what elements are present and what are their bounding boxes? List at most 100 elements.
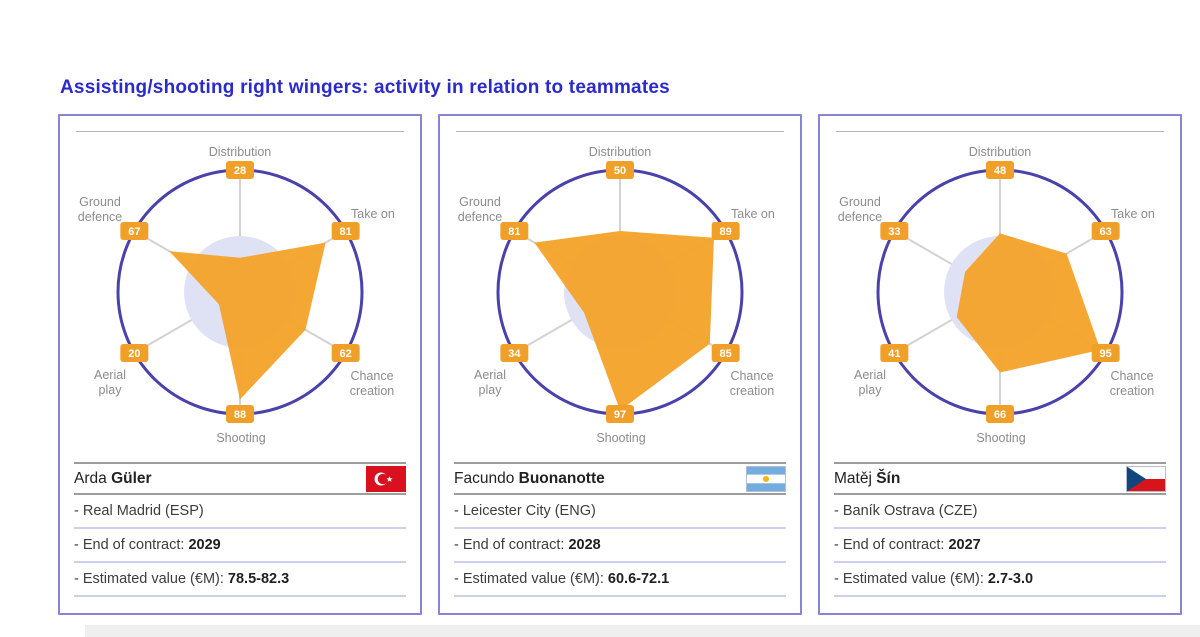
player-name: Arda Güler [74,470,152,488]
axis-value-badge: 63 [1091,222,1120,240]
player-card: 28 81 62 88 20 67 Distribution Take on Chance cre… [58,114,422,615]
value-range: 78.5-82.3 [227,571,290,587]
svg-text:41: 41 [888,348,900,360]
axis-value-badge: 20 [120,344,149,362]
value-label: - Estimated value (€M): [74,571,228,587]
svg-text:88: 88 [234,409,246,421]
axis-value-badge: 89 [711,222,740,240]
radar-chart: 48 63 95 66 41 33 Distribution Take on Chance cre… [820,130,1180,470]
svg-text:89: 89 [720,226,732,238]
player-contract-row: - End of contract: 2027 [834,529,1166,563]
player-club: - Baník Ostrava (CZE) [834,503,978,519]
axis-label: Distribution [589,145,652,159]
card-top-divider [836,131,1164,132]
card-top-divider [76,131,404,132]
player-contract-row: - End of contract: 2028 [454,529,786,563]
axis-value-badge: 81 [500,222,529,240]
value-label: - Estimated value (€M): [834,571,988,587]
svg-text:63: 63 [1100,226,1112,238]
axis-label: Take on [731,207,775,221]
argentina-flag [746,465,786,492]
turkey-flag [366,465,406,492]
player-last-name: Buonanotte [518,469,605,487]
player-name-row: Arda Güler [74,462,406,495]
axis-label: Chance creation [730,369,775,398]
axis-label: Distribution [969,145,1032,159]
player-club: - Real Madrid (ESP) [74,503,204,519]
player-first-name: Facundo [454,469,515,487]
axis-value-badge: 34 [500,344,529,362]
axis-value-badge: 48 [986,161,1014,179]
axis-value-badge: 41 [880,344,909,362]
axis-label: Distribution [209,145,272,159]
svg-text:62: 62 [340,348,352,360]
player-club-row: - Baník Ostrava (CZE) [834,495,1166,529]
contract-year: 2027 [948,537,981,553]
svg-text:33: 33 [888,226,900,238]
axis-label: Chance creation [350,369,395,398]
contract-label: - End of contract: [834,537,949,553]
svg-text:50: 50 [614,165,626,177]
axis-value-badge: 28 [226,161,254,179]
svg-text:28: 28 [234,165,246,177]
player-club-row: - Leicester City (ENG) [454,495,786,529]
value-range: 2.7-3.0 [987,571,1034,587]
axis-value-badge: 50 [606,161,634,179]
player-info-table: Arda Güler - Real Madrid (ESP) - End of … [74,462,406,597]
axis-label: Aerial play [94,368,126,397]
axis-label: Shooting [216,431,265,445]
player-first-name: Arda [74,469,107,487]
axis-value-badge: 97 [606,405,634,423]
player-info-table: Facundo Buonanotte - Leicester City (ENG… [454,462,786,597]
player-last-name: Šín [876,469,901,487]
player-club-row: - Real Madrid (ESP) [74,495,406,529]
axis-label: Take on [351,207,395,221]
player-value-row: - Estimated value (€M): 78.5-82.3 [74,563,406,597]
radar-chart: 50 89 85 97 34 81 Distribution Take on Chance cre… [440,130,800,470]
axis-label: Ground defence [838,195,883,224]
player-first-name: Matěj [834,469,872,487]
axis-value-badge: 95 [1091,344,1120,362]
axis-label: Aerial play [854,368,886,397]
svg-text:81: 81 [340,226,352,238]
player-name: Facundo Buonanotte [454,470,605,488]
player-contract-row: - End of contract: 2029 [74,529,406,563]
axis-value-badge: 66 [986,405,1014,423]
axis-value-badge: 81 [331,222,360,240]
axis-label: Take on [1111,207,1155,221]
player-name-row: Matěj Šín [834,462,1166,495]
axis-value-badge: 88 [226,405,254,423]
svg-text:67: 67 [128,226,140,238]
axis-label: Shooting [976,431,1025,445]
svg-text:48: 48 [994,165,1006,177]
axis-label: Chance creation [1110,369,1155,398]
axis-value-badge: 85 [711,344,740,362]
axis-label: Aerial play [474,368,506,397]
player-info-table: Matěj Šín - Baník Ostrava (CZE) - End of… [834,462,1166,597]
player-value-row: - Estimated value (€M): 2.7-3.0 [834,563,1166,597]
axis-label: Ground defence [78,195,123,224]
player-name: Matěj Šín [834,470,900,488]
contract-year: 2029 [188,537,221,553]
svg-text:85: 85 [720,348,732,360]
svg-text:20: 20 [128,348,140,360]
player-card: 48 63 95 66 41 33 Distribution Take on Chance cre… [818,114,1182,615]
axis-value-badge: 67 [120,222,149,240]
contract-label: - End of contract: [454,537,569,553]
svg-text:81: 81 [508,226,520,238]
svg-text:97: 97 [614,409,626,421]
player-club: - Leicester City (ENG) [454,503,596,519]
contract-year: 2028 [568,537,601,553]
svg-text:66: 66 [994,409,1006,421]
player-name-row: Facundo Buonanotte [454,462,786,495]
svg-text:34: 34 [508,348,521,360]
axis-label: Shooting [596,431,645,445]
czech-republic-flag [1126,465,1166,492]
svg-text:95: 95 [1100,348,1112,360]
axis-value-badge: 33 [880,222,909,240]
horizontal-scrollbar-track[interactable] [85,625,1200,637]
player-cards-row: 28 81 62 88 20 67 Distribution Take on Chance cre… [58,114,1182,615]
player-card: 50 89 85 97 34 81 Distribution Take on Chance cre… [438,114,802,615]
radar-chart: 28 81 62 88 20 67 Distribution Take on Chance cre… [60,130,420,470]
